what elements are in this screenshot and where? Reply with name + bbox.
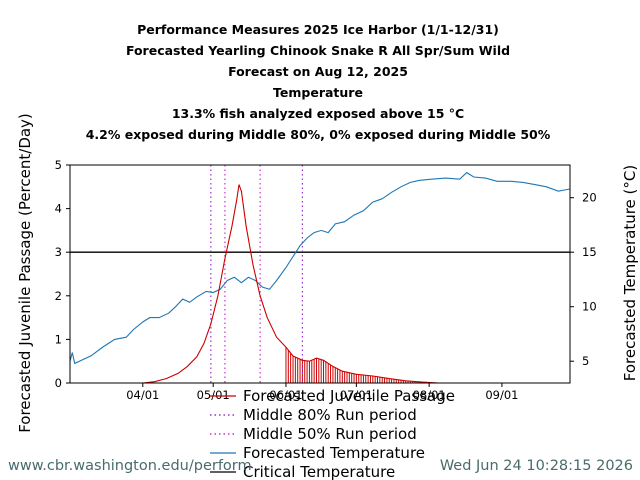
title-line-6: 4.2% exposed during Middle 80%, 0% expos… — [86, 127, 551, 142]
x-tick-label: 05/01 — [197, 388, 230, 402]
title-line-3: Forecast on Aug 12, 2025 — [228, 64, 408, 79]
y-axis-left-title: Forecasted Juvenile Passage (Percent/Day… — [16, 113, 34, 433]
y-axis-right-title: Forecasted Temperature (°C) — [621, 165, 639, 381]
x-tick-label: 07/01 — [340, 388, 373, 402]
legend-label-3: Middle 50% Run period — [243, 425, 417, 443]
x-tick-label: 08/01 — [413, 388, 446, 402]
title-line-5: 13.3% fish analyzed exposed above 15 °C — [172, 106, 464, 121]
legend-label-4: Forecasted Temperature — [243, 444, 425, 462]
exposure-hatching — [285, 347, 435, 383]
chart-titles: Performance Measures 2025 Ice Harbor (1/… — [86, 22, 551, 142]
x-tick-label: 04/01 — [126, 388, 159, 402]
title-line-1: Performance Measures 2025 Ice Harbor (1/… — [137, 22, 499, 37]
footer-url: www.cbr.washington.edu/perform — [8, 458, 252, 474]
legend-label-2: Middle 80% Run period — [243, 406, 417, 424]
y-left-tick-label: 4 — [55, 202, 62, 216]
y-left-tick-label: 1 — [55, 332, 62, 346]
y-right-tick-label: 10 — [582, 300, 597, 314]
y-left-tick-label: 2 — [55, 289, 62, 303]
plot-area: 0 1 2 3 4 5 5 10 15 20 04/01 05/01 06/01 07/01 08/01 09… — [55, 158, 597, 402]
y-right-tick-label: 15 — [582, 245, 597, 259]
title-line-2: Forecasted Yearling Chinook Snake R All … — [126, 43, 510, 58]
footer-timestamp: Wed Jun 24 10:28:15 2026 — [440, 458, 633, 474]
legend-label-5: Critical Temperature — [243, 463, 395, 480]
plot-frame — [69, 164, 571, 384]
y-right-tick-label: 5 — [582, 354, 589, 368]
title-line-4: Temperature — [273, 85, 363, 100]
y-left-tick-label: 5 — [55, 158, 62, 172]
x-tick-label: 06/01 — [269, 388, 302, 402]
x-tick-label: 09/01 — [485, 388, 518, 402]
passage-series-line — [70, 184, 570, 383]
temperature-series-line — [70, 171, 570, 365]
y-left-tick-label: 3 — [55, 245, 62, 259]
legend-label-1: Forecasted Juvenile Passage — [243, 387, 455, 405]
y-left-tick-label: 0 — [55, 376, 62, 390]
y-right-tick-label: 20 — [582, 191, 597, 205]
